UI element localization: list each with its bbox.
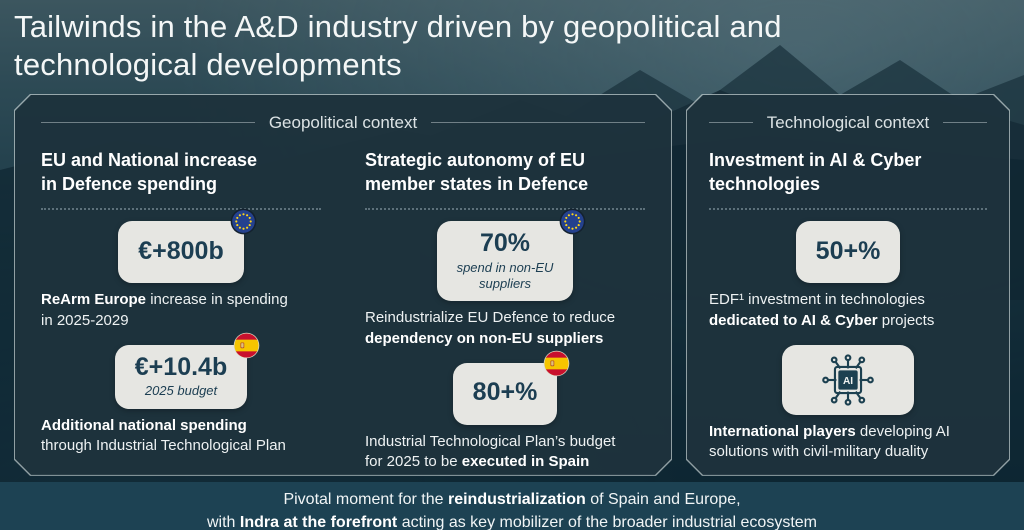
technological-panel: Technological context Investment in AI &…: [686, 94, 1010, 476]
ai-chip-card: AI: [782, 345, 914, 415]
stat-card-70pct: 70% spend in non-EU suppliers: [437, 221, 574, 301]
stat-subtitle: spend in non-EU suppliers: [456, 259, 554, 292]
geopolitical-context-label: Geopolitical context: [268, 112, 418, 132]
stat-subtitle: 2025 budget: [144, 383, 218, 399]
stat-card-50pct: 50+%: [796, 221, 901, 283]
banner-emphasis: reindustrialization: [447, 490, 586, 508]
stat-description: EDF¹ investment in technologies dedicate…: [709, 290, 987, 331]
dotted-separator: [365, 208, 645, 210]
spain-flag-icon: [233, 332, 260, 359]
desc-text: Reindustrialize EU Defence to reduce: [365, 309, 616, 327]
stat-group-non-eu-spend: 70% spend in non-EU suppliers Reindustri…: [365, 221, 645, 349]
header-rule-left: [41, 122, 255, 123]
stat-value: 70%: [479, 229, 531, 258]
column-heading: EU and National increase in Defence spen…: [41, 149, 258, 195]
banner-emphasis: Indra at the forefront: [239, 513, 398, 530]
column-defence-spending: EU and National increase in Defence spen…: [41, 133, 321, 487]
stat-value: €+800b: [138, 236, 224, 265]
desc-text: EDF¹ investment in technologies: [709, 291, 925, 309]
key-message-banner: Pivotal moment for the reindustrializati…: [0, 481, 1024, 530]
column-heading: Strategic autonomy of EU member states i…: [365, 149, 589, 195]
column-ai-cyber: Investment in AI & Cyber technologies 50…: [709, 133, 987, 477]
banner-text: Pivotal moment for the: [283, 490, 448, 508]
header-rule-right: [943, 122, 987, 123]
banner-line-1: Pivotal moment for the reindustrializati…: [0, 489, 1024, 512]
slide-content: Tailwinds in the A&D industry driven by …: [14, 9, 1024, 476]
desc-emphasis: executed in Spain: [461, 453, 590, 471]
dotted-separator: [41, 208, 321, 210]
header-rule-left: [709, 122, 753, 123]
svg-text:AI: AI: [843, 376, 853, 387]
desc-emphasis: dependency on non-EU suppliers: [365, 329, 604, 347]
eu-flag-icon: [230, 208, 257, 235]
technological-context-header: Technological context: [709, 113, 987, 133]
context-panels: Geopolitical context EU and National inc…: [14, 94, 1010, 476]
stat-card-10-4b: €+10.4b 2025 budget: [115, 345, 247, 409]
stat-group-edf-investment: 50+% EDF¹ investment in technologies ded…: [709, 221, 987, 331]
stat-group-national-spending: €+10.4b 2025 budget Additional national …: [41, 345, 321, 456]
stat-description: Industrial Technological Plan’s budget f…: [365, 432, 645, 473]
technological-context-label: Technological context: [766, 112, 930, 132]
header-rule-right: [431, 122, 645, 123]
banner-text: acting as key mobilizer of the broader i…: [397, 513, 817, 530]
spain-flag-icon: [543, 350, 570, 377]
stat-card-80pct: 80+%: [453, 363, 558, 425]
stat-group-spain-execution: 80+% Industrial Technological Plan’s bud…: [365, 363, 645, 473]
desc-emphasis: International players: [709, 422, 856, 440]
geopolitical-panel: Geopolitical context EU and National inc…: [14, 94, 672, 476]
stat-card-800b: €+800b: [118, 221, 244, 283]
desc-emphasis: dedicated to AI & Cyber: [709, 311, 878, 329]
stat-group-international-players: AI International players developing AI s…: [709, 345, 987, 463]
stat-value: 80+%: [472, 378, 538, 407]
desc-text: projects: [877, 311, 935, 329]
desc-text: through Industrial Technological Plan: [41, 436, 286, 454]
eu-flag-icon: [559, 208, 586, 235]
banner-text: with: [207, 513, 240, 530]
dotted-separator: [709, 208, 987, 210]
stat-description: Additional national spending through Ind…: [41, 416, 321, 457]
column-strategic-autonomy: Strategic autonomy of EU member states i…: [365, 133, 645, 487]
stat-value: €+10.4b: [134, 352, 228, 381]
stat-description: International players developing AI solu…: [709, 422, 987, 463]
stat-description: ReArm Europe increase in spending in 202…: [41, 290, 321, 331]
column-heading: Investment in AI & Cyber technologies: [709, 149, 922, 195]
desc-emphasis: Additional national spending: [41, 416, 247, 434]
stat-group-rearm-europe: €+800b ReArm Europe increase in spending…: [41, 221, 321, 331]
desc-emphasis: ReArm Europe: [41, 291, 147, 309]
banner-line-2: with Indra at the forefront acting as ke…: [0, 512, 1024, 530]
geopolitical-context-header: Geopolitical context: [41, 113, 645, 133]
stat-value: 50+%: [815, 236, 881, 265]
stat-description: Reindustrialize EU Defence to reduce dep…: [365, 308, 645, 349]
banner-text: of Spain and Europe,: [585, 490, 741, 508]
ai-chip-icon: AI: [819, 351, 877, 409]
page-title: Tailwinds in the A&D industry driven by …: [14, 9, 782, 83]
